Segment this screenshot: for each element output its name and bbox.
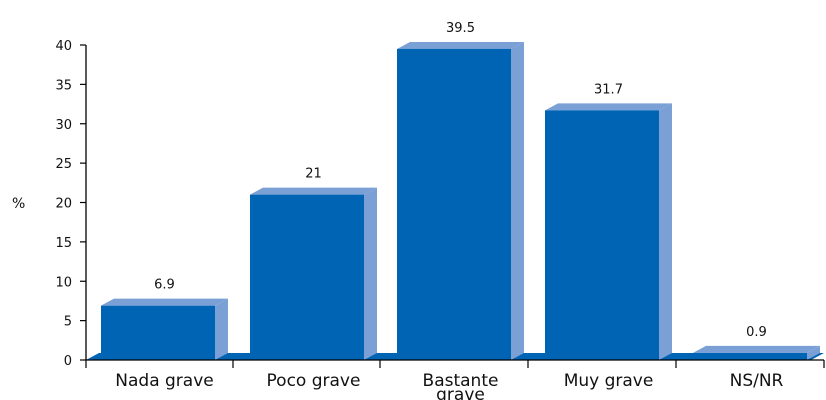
x-tick-label: Nada grave [115,371,213,391]
bar-front-face [101,305,215,360]
bar-side-face [511,41,524,360]
bar-top-face [101,298,228,306]
bar-3 [397,41,524,360]
bar-front-face [545,110,659,360]
bar-top-face [545,103,672,111]
bar-top-face [693,345,820,353]
bar-side-face [215,298,228,360]
bar-side-face [659,103,672,361]
y-tick-label: 0 [64,354,72,369]
bar-5 [693,345,820,360]
y-tick-label: 20 [55,197,72,212]
x-tick-label: NS/NR [730,371,784,391]
labels: 6.9 Nada grave 21 Poco grave 39.5 Bastantegra… [55,21,783,400]
x-tick-label: Poco grave [267,371,361,391]
bar-side-face [364,187,377,360]
x-tick-label: grave [436,385,485,400]
y-tick-label: 5 [64,315,72,330]
bar-front-face [250,194,364,360]
y-tick-label: 30 [55,118,72,133]
y-tick-label: 40 [55,39,72,54]
y-tick-label: 15 [55,236,72,251]
y-axis-label: % [12,196,25,212]
y-tick-label: 35 [55,78,72,93]
y-tick-label: 25 [55,157,72,172]
bar-1 [101,298,228,360]
data-label: 39.5 [446,21,475,36]
bar-side-face [807,345,820,360]
axes [80,44,825,368]
x-tick-label: Muy grave [564,371,654,391]
x-tick-label: Bastante [423,371,499,391]
data-label: 6.9 [154,278,175,293]
bar-front-face [693,352,807,360]
data-label: 0.9 [746,325,767,340]
bar-top-face [397,41,524,49]
bar-top-face [250,187,377,195]
bar-4 [545,103,672,361]
data-label: 21 [305,167,322,182]
bars [101,41,820,361]
data-label: 31.7 [594,82,623,97]
bar-front-face [397,48,511,360]
bar-2 [250,187,377,360]
y-tick-label: 10 [55,275,72,290]
